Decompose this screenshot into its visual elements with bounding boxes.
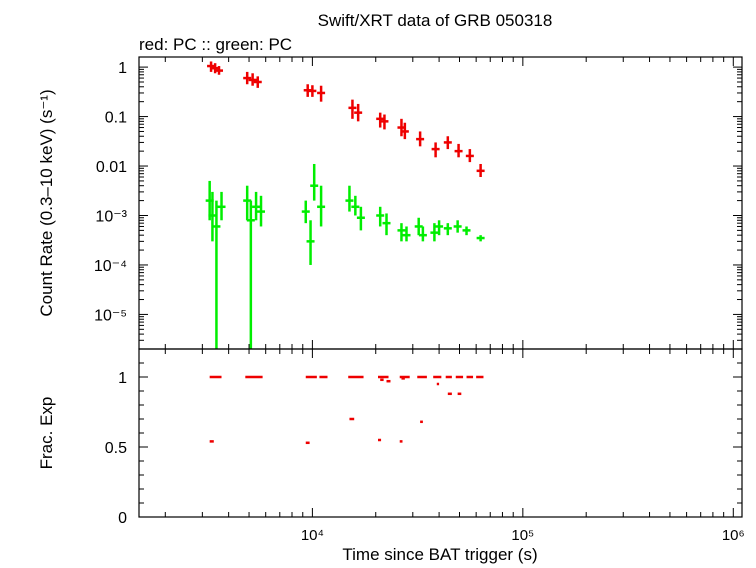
top-y-tick-label: 1: [118, 60, 127, 77]
chart-title: Swift/XRT data of GRB 050318: [318, 11, 553, 30]
bottom-y-tick-label: 1: [118, 370, 127, 387]
top-y-tick-label: 0.1: [105, 110, 127, 127]
top-y-tick-label: 10⁻⁴: [94, 258, 127, 275]
top-y-tick-label: 10⁻⁵: [94, 307, 127, 324]
top-panel: 1 0.1 0.01 10⁻³ 10⁻⁴ 10⁻⁵ Count Rate (0.3–10 …: [37, 56, 743, 350]
top-y-tick-label: 0.01: [96, 159, 127, 176]
top-panel-frame: [138, 56, 743, 350]
x-tick-label: 10⁴: [301, 527, 324, 544]
bottom-y-axis-label: Frac. Exp: [37, 397, 56, 470]
x-tick-label: 10⁵: [511, 527, 534, 544]
bottom-y-tick-label: 0: [118, 510, 127, 527]
top-y-axis-label: Count Rate (0.3–10 keV) (s⁻¹): [37, 89, 56, 316]
bottom-panel-frame: [138, 348, 743, 518]
x-axis-label: Time since BAT trigger (s): [342, 545, 537, 564]
top-y-tick-label: 10⁻³: [95, 208, 127, 225]
bottom-y-tick-label: 0.5: [105, 440, 127, 457]
x-tick-label: 10⁶: [722, 527, 745, 544]
chart-subtitle: red: PC :: green: PC: [139, 35, 292, 54]
bottom-panel: 10⁴ 10⁵ 10⁶ 0 0.5 1 Frac. Exp Time since BAT …: [37, 348, 745, 564]
